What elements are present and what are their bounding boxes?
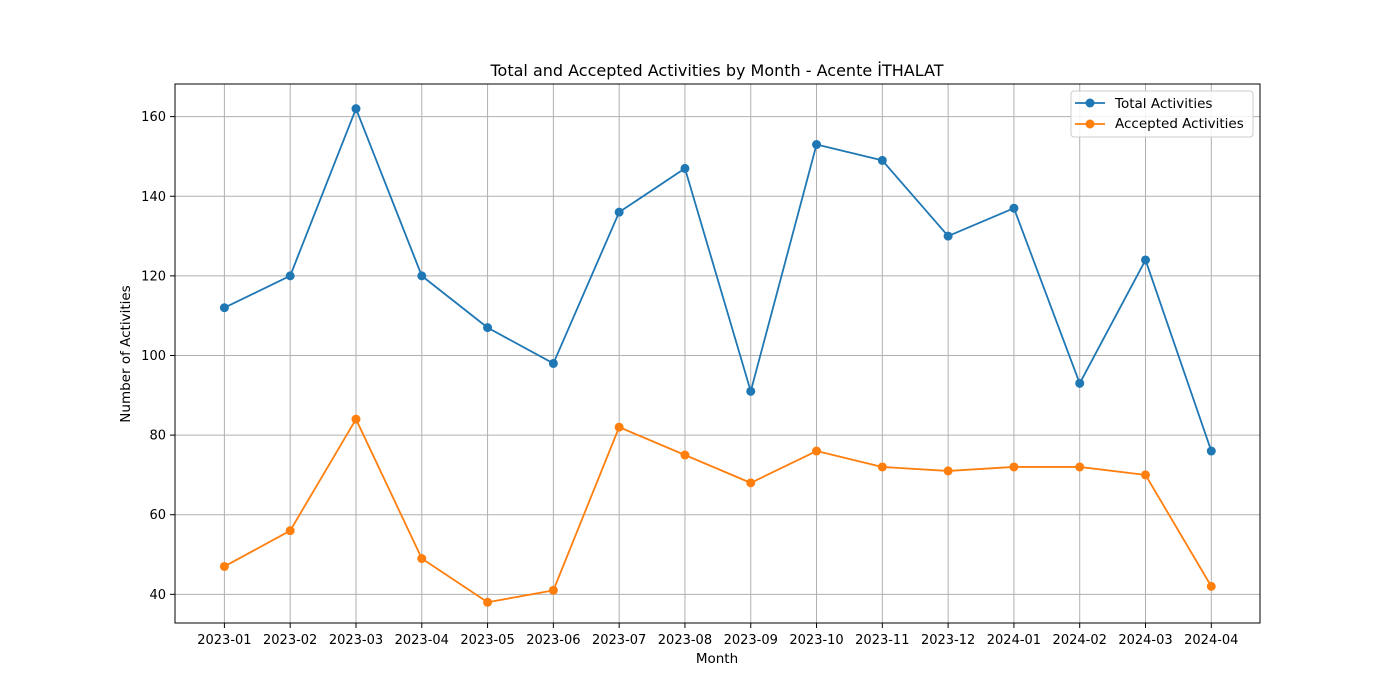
legend-marker-accepted — [1085, 119, 1095, 129]
data-point — [1009, 203, 1019, 213]
data-point — [548, 358, 558, 368]
y-tick-label: 80 — [149, 429, 166, 444]
x-tick-label: 2023-07 — [592, 633, 646, 648]
y-tick-label: 120 — [141, 269, 166, 284]
data-point — [877, 155, 887, 165]
data-point — [746, 478, 756, 488]
data-point — [943, 231, 953, 241]
legend-label-total: Total Activities — [1114, 96, 1212, 112]
data-point — [351, 414, 361, 424]
data-point — [483, 597, 493, 607]
data-point — [351, 104, 361, 114]
x-tick-label: 2024-04 — [1184, 633, 1238, 648]
y-tick-label: 60 — [149, 508, 166, 523]
data-point — [877, 462, 887, 472]
legend: Total Activities Accepted Activities — [1070, 90, 1254, 138]
data-point — [746, 386, 756, 396]
y-tick-label: 40 — [149, 588, 166, 603]
x-tick-label: 2023-01 — [197, 633, 251, 648]
data-point — [1009, 462, 1019, 472]
series-line — [223, 418, 1213, 604]
data-point — [285, 271, 295, 281]
series-line — [224, 107, 1213, 452]
data-point — [680, 163, 690, 173]
chart-title: Total and Accepted Activities by Month -… — [489, 61, 943, 80]
series-0 — [219, 104, 1216, 456]
x-tick-label: 2023-12 — [921, 633, 975, 648]
grid-layer — [175, 84, 1260, 623]
data-point — [1141, 255, 1151, 265]
x-tick-label: 2023-09 — [724, 633, 778, 648]
x-ticks: 2023-01 2023-02 2023-03 2023-04 2023-05 2023-… — [197, 623, 1238, 648]
series-1 — [219, 414, 1216, 607]
legend-box — [1070, 90, 1254, 138]
data-point — [1206, 581, 1216, 591]
data-point — [1206, 446, 1216, 456]
legend-label-accepted: Accepted Activities — [1115, 116, 1244, 132]
y-ticks: 40 60 80 100 120 140 160 — [141, 110, 175, 603]
x-tick-label: 2023-06 — [526, 633, 580, 648]
x-tick-label: 2023-11 — [855, 633, 909, 648]
x-tick-label: 2024-02 — [1053, 633, 1107, 648]
plot-frame — [174, 83, 1261, 624]
y-tick-label: 100 — [141, 349, 166, 364]
data-point — [219, 561, 229, 571]
legend-marker-total — [1085, 98, 1095, 108]
x-tick-label: 2023-10 — [789, 633, 843, 648]
data-point — [285, 526, 295, 536]
data-point — [812, 140, 822, 150]
data-point — [1075, 378, 1085, 388]
data-point — [614, 422, 624, 432]
x-tick-label: 2023-08 — [658, 633, 712, 648]
data-point — [548, 585, 558, 595]
x-axis-label: Month — [696, 651, 738, 667]
data-point — [614, 207, 624, 217]
data-point — [680, 450, 690, 460]
data-point — [1075, 462, 1085, 472]
x-tick-label: 2023-03 — [329, 633, 383, 648]
x-tick-label: 2023-02 — [263, 633, 317, 648]
series-layer — [219, 104, 1216, 607]
x-tick-label: 2023-05 — [460, 633, 514, 648]
x-tick-label: 2024-03 — [1118, 633, 1172, 648]
y-tick-label: 160 — [141, 110, 166, 125]
x-tick-label: 2023-04 — [395, 633, 449, 648]
data-point — [219, 303, 229, 313]
data-point — [417, 271, 427, 281]
data-point — [483, 323, 493, 333]
data-point — [1141, 470, 1151, 480]
y-tick-label: 140 — [141, 190, 166, 205]
data-point — [943, 466, 953, 476]
data-point — [812, 446, 822, 456]
data-point — [417, 554, 427, 564]
x-tick-label: 2024-01 — [987, 633, 1041, 648]
y-axis-label: Number of Activities — [118, 285, 134, 422]
